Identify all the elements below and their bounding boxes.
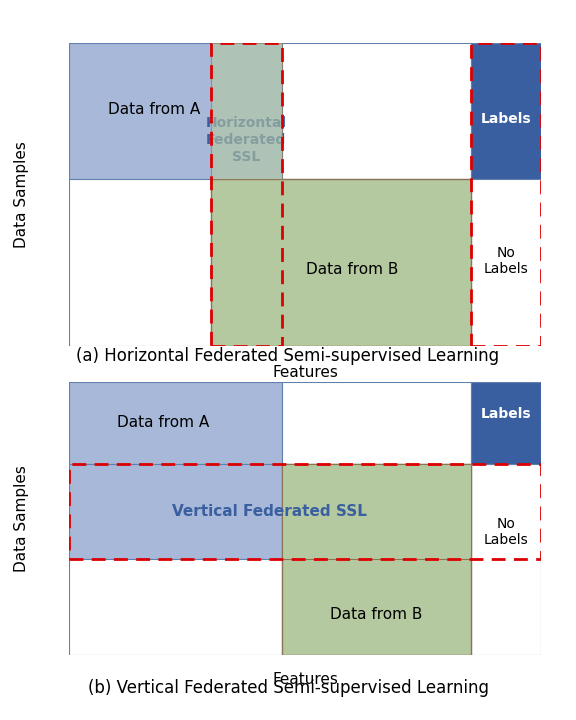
Text: Data from A: Data from A [108, 102, 200, 117]
Text: Features: Features [272, 672, 338, 688]
Bar [471, 179, 541, 346]
Text: Data from B: Data from B [330, 607, 422, 621]
Bar [282, 382, 471, 464]
Bar [69, 559, 282, 655]
Text: Labels: Labels [481, 112, 531, 126]
Text: (a) Horizontal Federated Semi-supervised Learning: (a) Horizontal Federated Semi-supervised… [77, 347, 499, 365]
Text: Vertical Federated SSL: Vertical Federated SSL [172, 504, 367, 519]
Bar [211, 179, 471, 346]
Bar [69, 179, 211, 346]
Text: (b) Vertical Federated Semi-supervised Learning: (b) Vertical Federated Semi-supervised L… [88, 678, 488, 697]
Bar [282, 43, 471, 179]
Text: No
Labels: No Labels [484, 246, 528, 276]
Bar [471, 464, 541, 655]
Bar [211, 43, 282, 179]
Text: Data from A: Data from A [118, 415, 210, 430]
Text: Data from B: Data from B [306, 263, 399, 277]
Text: Data Samples: Data Samples [14, 141, 29, 248]
Text: Data Samples: Data Samples [14, 465, 29, 572]
Text: Features: Features [272, 365, 338, 380]
Bar [211, 43, 282, 346]
Bar [282, 464, 471, 559]
Text: Horizontal
Federated
SSL: Horizontal Federated SSL [206, 116, 287, 164]
Bar [69, 464, 282, 559]
Bar [471, 43, 541, 179]
Bar [471, 382, 541, 464]
Text: Labels: Labels [481, 408, 531, 421]
Bar [69, 382, 282, 464]
Bar [69, 43, 282, 179]
Bar [211, 43, 282, 179]
Bar [471, 43, 541, 346]
Bar [282, 464, 471, 655]
Bar [69, 464, 541, 559]
Text: No
Labels: No Labels [484, 517, 528, 547]
